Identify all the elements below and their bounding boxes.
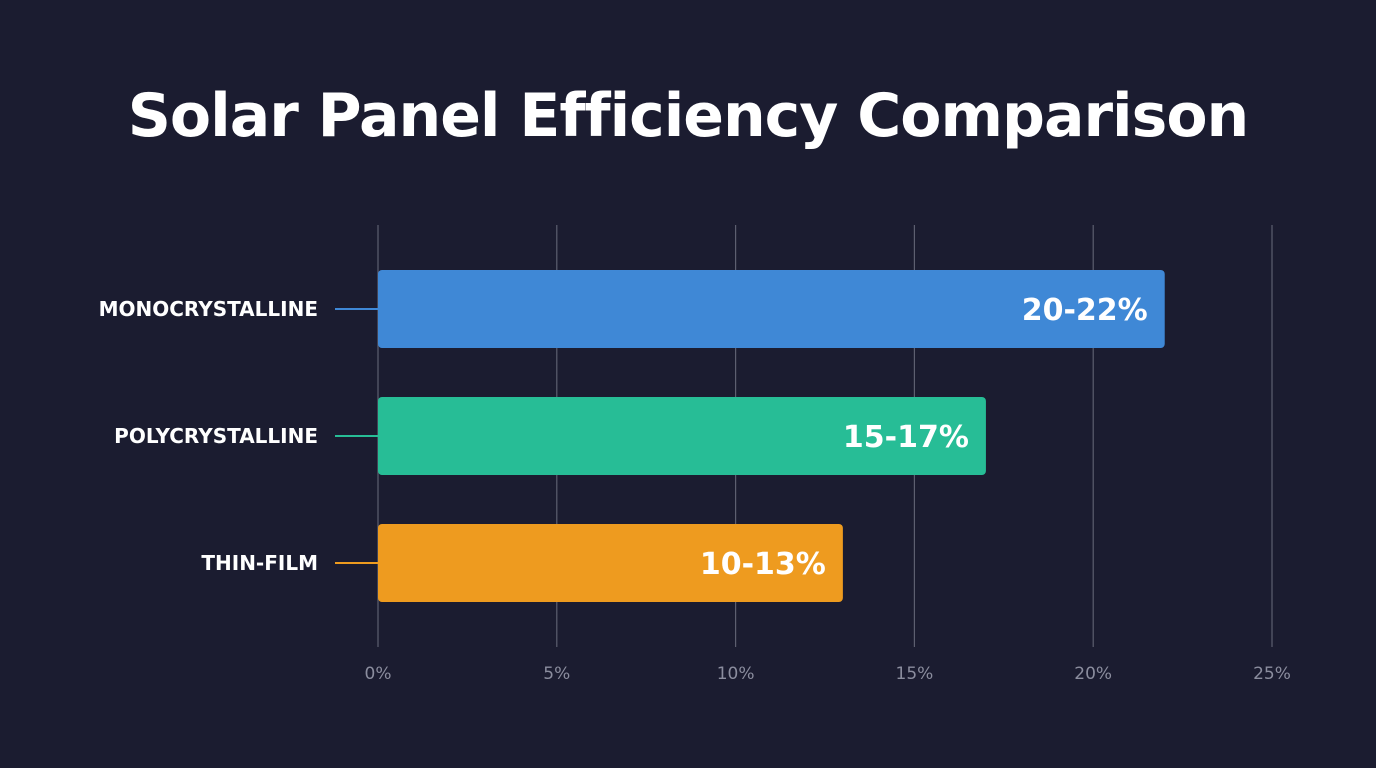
x-tick-label: 15% <box>896 664 934 684</box>
bar-monocrystalline <box>378 270 1165 348</box>
x-tick-label: 25% <box>1253 664 1291 684</box>
x-tick-label: 10% <box>717 664 755 684</box>
chart-title: Solar Panel Efficiency Comparison <box>127 81 1250 151</box>
category-label: THIN-FILM <box>201 551 318 575</box>
bar-value-label: 10-13% <box>700 547 826 582</box>
bar-thin-film <box>378 524 843 602</box>
x-tick-label: 20% <box>1074 664 1112 684</box>
category-label: POLYCRYSTALLINE <box>114 424 318 448</box>
category-label: MONOCRYSTALLINE <box>99 297 318 321</box>
x-tick-label: 5% <box>543 664 570 684</box>
bar-polycrystalline <box>378 397 986 475</box>
bar-value-label: 15-17% <box>843 420 969 455</box>
bar-value-label: 20-22% <box>1022 293 1148 328</box>
x-tick-label: 0% <box>365 664 392 684</box>
